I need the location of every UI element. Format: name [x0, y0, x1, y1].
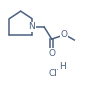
- Text: N: N: [29, 23, 35, 31]
- Text: O: O: [60, 30, 67, 39]
- Text: H: H: [59, 62, 65, 71]
- Text: Cl: Cl: [48, 69, 57, 77]
- Text: ·: ·: [56, 66, 59, 75]
- Text: O: O: [48, 49, 55, 57]
